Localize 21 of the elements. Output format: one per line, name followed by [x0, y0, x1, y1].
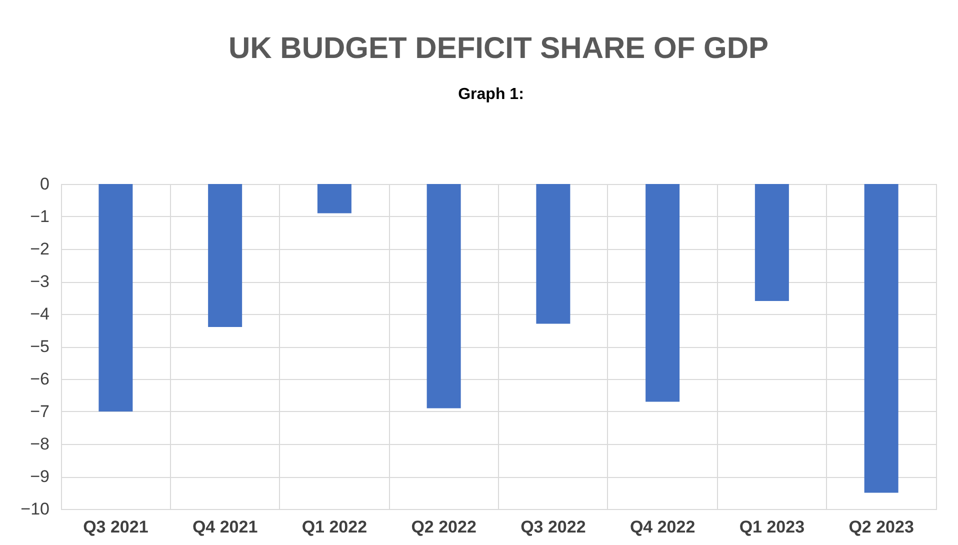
chart-title: UK BUDGET DEFICIT SHARE OF GDP [228, 32, 769, 65]
x-tick-label: Q3 2021 [83, 518, 148, 536]
x-tick-label: Q3 2022 [520, 518, 586, 536]
y-tick-label: −5 [30, 337, 50, 356]
x-tick-label: Q1 2023 [739, 518, 805, 536]
y-tick-label: −4 [30, 304, 50, 324]
x-tick-label: Q4 2022 [630, 518, 696, 536]
y-tick-label: −2 [30, 240, 50, 258]
x-tick-label: Q2 2022 [411, 518, 476, 536]
y-tick-label: −9 [30, 467, 50, 486]
y-tick-label: −7 [30, 402, 50, 421]
caption: Graph 1: [458, 86, 524, 103]
y-tick-label: −1 [30, 207, 50, 226]
y-tick-label: −10 [20, 500, 50, 518]
x-tick-label: Q1 2022 [302, 518, 368, 536]
y-tick-label: 0 [40, 174, 50, 194]
x-tick-label: Q2 2023 [848, 518, 914, 536]
y-tick-label: −6 [30, 370, 50, 388]
y-tick-label: −8 [30, 434, 50, 454]
x-tick-label: Q4 2021 [192, 518, 258, 536]
y-tick-label: −3 [30, 272, 50, 291]
